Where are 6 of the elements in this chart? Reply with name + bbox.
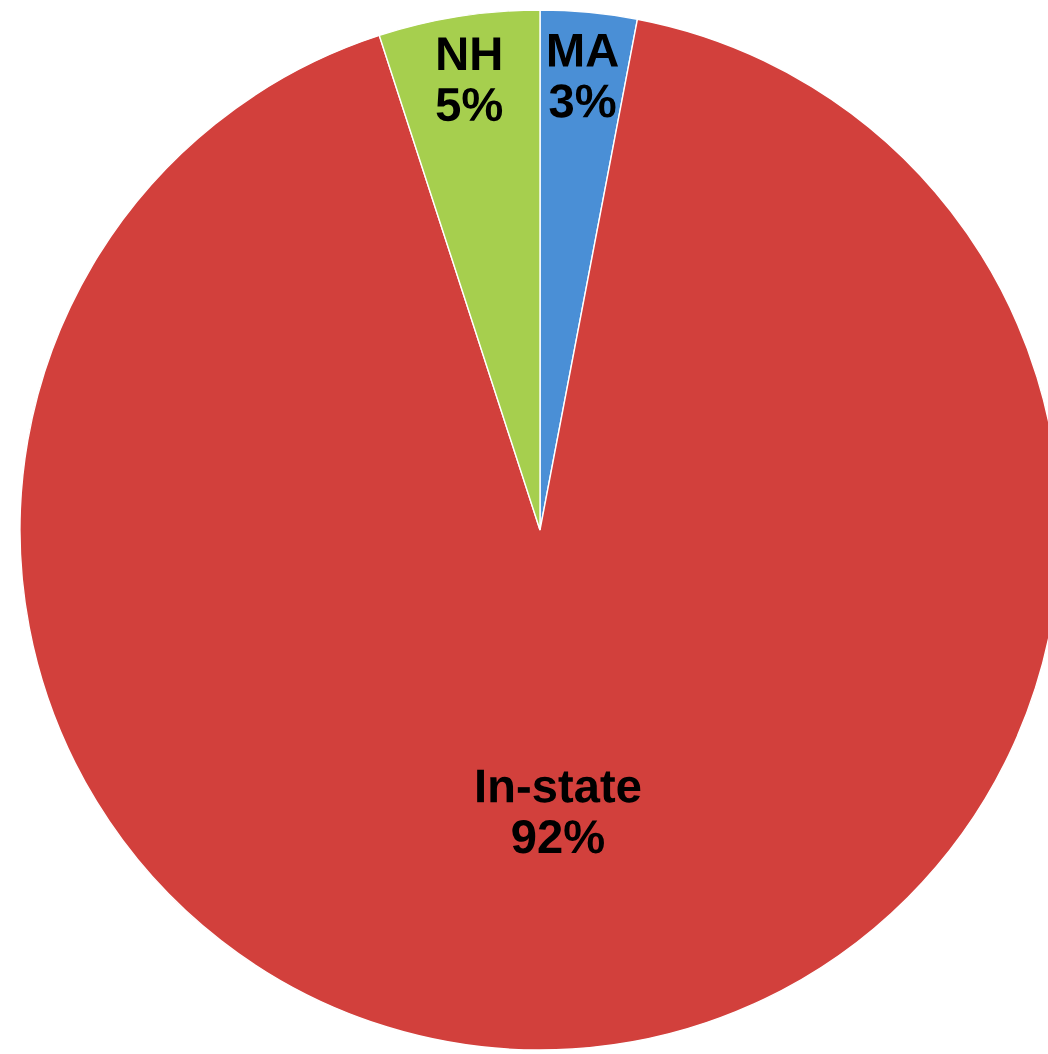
- slice-label: In-state: [477, 769, 641, 803]
- data-label: 3%: [549, 84, 616, 118]
- slice-label: MA: [549, 33, 619, 67]
- slice-label: NH: [438, 37, 501, 70]
- data-label: 5%: [436, 87, 503, 122]
- data-label: 92%: [512, 820, 604, 854]
